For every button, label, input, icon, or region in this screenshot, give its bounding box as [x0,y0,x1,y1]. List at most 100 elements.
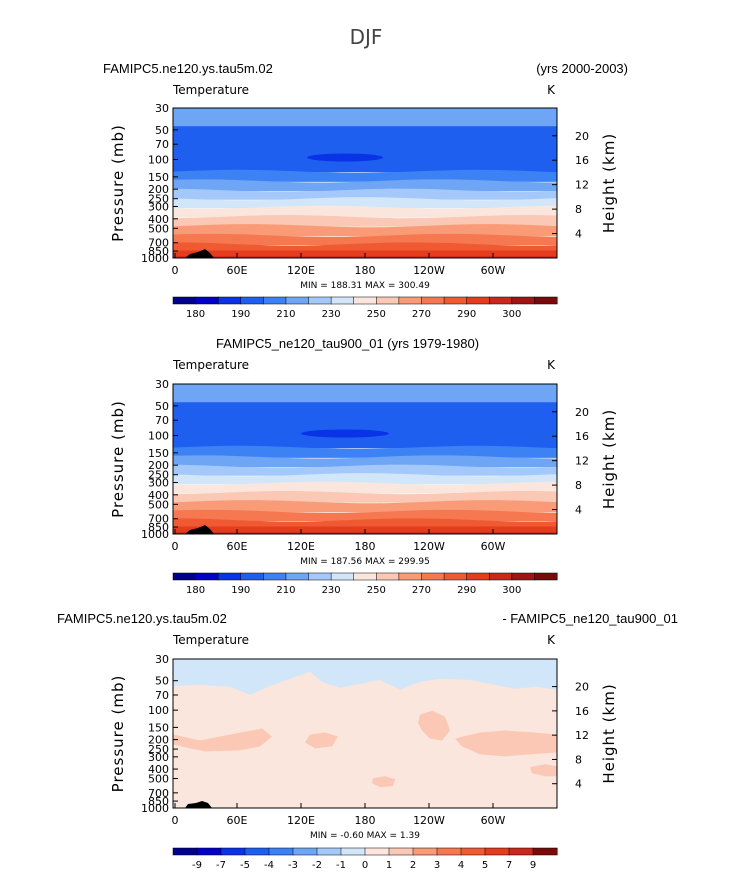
colorbar-swatch [398,296,423,305]
pressure-tick-label: 850 [148,795,169,808]
colorbar-swatch [443,572,468,581]
pressure-tick-label: 250 [148,469,169,482]
colorbar-label: 180 [186,585,205,596]
height-tick-label: 12 [575,455,589,468]
colorbar-swatch [340,847,366,856]
height-tick-label: 8 [575,203,582,216]
lon-tick-label: 180 [355,814,376,827]
colorbar-label: 250 [367,309,386,320]
units-label: K [547,358,556,372]
y-axis-label: Pressure (mb) [109,124,127,242]
colorbar-label: 290 [457,585,476,596]
figure-title: DJF [350,25,383,49]
height-tick-label: 4 [575,504,582,517]
colorbar-label: 270 [412,585,431,596]
colorbar-swatch [172,572,197,581]
y-axis-label-right: Height (km) [600,133,618,233]
colorbar-swatch [436,847,462,856]
temperature-band [173,500,557,513]
height-tick-label: 16 [575,154,589,167]
pressure-tick-label: 250 [148,193,169,206]
colorbar-swatch [511,572,535,581]
panel-title-left: FAMIPC5.ne120.ys.tau5m.02 [57,611,227,626]
pressure-tick-label: 30 [155,378,169,391]
topography [185,525,214,534]
units-label: K [547,83,556,97]
lon-tick-label: 120W [413,814,445,827]
colorbar-swatch [172,847,198,856]
colorbar-swatch [308,572,332,581]
pressure-tick-label: 300 [148,476,169,489]
lon-tick-label: 120W [413,264,445,277]
temperature-band [173,197,557,209]
height-tick-label: 8 [575,753,582,766]
colorbar-swatch [353,296,377,305]
colorbar-swatch [484,847,510,856]
colorbar-label: -3 [288,860,298,871]
colorbar-label: 230 [322,309,341,320]
colorbar-label: -5 [240,860,250,871]
colorbar-label: 190 [231,585,250,596]
colorbar-swatch [511,296,535,305]
pressure-tick-label: 150 [148,447,169,460]
temperature-band [173,402,557,417]
pressure-tick-label: 100 [148,430,169,443]
colorbar-swatch [508,847,534,856]
pressure-tick-label: 70 [155,138,169,151]
cold-core [307,153,383,162]
topography [185,801,212,808]
colorbar-swatch [534,296,558,305]
pressure-tick-label: 500 [148,222,169,235]
colorbar-label: 270 [412,309,431,320]
colorbar-swatch [412,847,438,856]
colorbar-swatch [195,572,219,581]
lon-tick-label: 60E [227,540,248,553]
lon-tick-label: 60E [227,264,248,277]
pressure-tick-label: 70 [155,689,169,702]
colorbar-swatch [376,572,400,581]
diff-negative-region [173,659,557,695]
colorbar-swatch [421,296,445,305]
pressure-tick-label: 300 [148,200,169,213]
temperature-band [173,384,557,404]
colorbar-label: 300 [502,585,521,596]
diff-positive-patch [455,730,557,757]
pressure-tick-label: 850 [148,245,169,258]
panel-title-right: (yrs 2000-2003) [536,61,628,76]
colorbar-swatch [488,572,513,581]
colorbar-swatch [376,296,400,305]
colorbar-swatch [263,572,287,581]
colorbar-swatch [217,572,242,581]
pressure-tick-label: 400 [148,213,169,226]
height-tick-label: 12 [575,729,589,742]
colorbar-swatch [488,296,513,305]
y-axis-label-right: Height (km) [600,409,618,509]
colorbar-label: 2 [410,860,416,871]
colorbar-swatch [268,847,294,856]
pressure-tick-label: 150 [148,721,169,734]
colorbar-swatch [330,572,355,581]
colorbar-swatch [292,847,318,856]
colorbar-swatch [240,572,264,581]
colorbar-swatch [308,296,332,305]
colorbar-label: -9 [192,860,202,871]
lon-tick-label: 180 [355,264,376,277]
pressure-tick-label: 50 [155,675,169,688]
units-label: K [547,633,556,647]
colorbar-label: 210 [276,585,295,596]
panels: FAMIPC5.ne120.ys.tau5m.02 (yrs 2000-2003)… [57,61,678,871]
pressure-tick-label: 50 [155,400,169,413]
lon-tick-label: 180 [355,540,376,553]
temperature-band [173,509,557,521]
colorbar-swatch [240,296,264,305]
temperature-band [173,169,557,182]
pressure-tick-label: 700 [148,787,169,800]
lon-tick-label: 120E [287,814,315,827]
temperature-band [173,233,557,245]
colorbar-swatch [353,572,377,581]
lon-tick-label: 60W [481,814,506,827]
lon-tick-label: 0 [172,264,179,277]
height-tick-label: 20 [575,681,589,694]
pressure-tick-label: 300 [148,751,169,764]
